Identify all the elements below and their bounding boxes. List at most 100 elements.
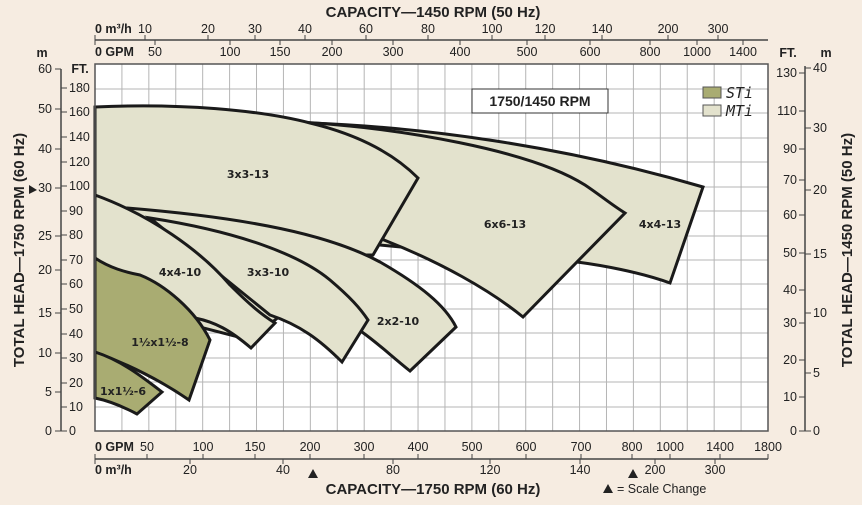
top-gpm-tick-label: 200 (322, 45, 343, 59)
legend-swatch-mti (702, 104, 722, 117)
left-ft-tick-label: 140 (69, 130, 90, 144)
bottom-gpm-tick-label: 600 (516, 440, 537, 454)
top-gpm-tick-label: 100 (220, 45, 241, 59)
right-ft-tick-label: 70 (783, 173, 797, 187)
legend-swatch-sti (702, 86, 722, 99)
left-m-tick-label: 30 (38, 181, 52, 195)
left-ft-tick-label: 80 (69, 228, 83, 242)
right-ft-tick-label: 0 (790, 424, 797, 438)
plot-frame (94, 63, 769, 432)
left-ft-tick-label: 60 (69, 277, 83, 291)
left-ft-tick-label: 160 (69, 105, 90, 119)
right-ft-tick-label: 130 (776, 66, 797, 80)
right-ft-tick-label: 10 (783, 390, 797, 404)
bottom-m3h-tick-label: 80 (386, 463, 400, 477)
legend: STi MTi (702, 84, 753, 120)
right-ft-tick-label: 40 (783, 283, 797, 297)
right-m-tick-label: 0 (813, 424, 820, 438)
bottom-gpm-tick-label: 300 (354, 440, 375, 454)
left-m-tick-label: 5 (45, 385, 52, 399)
top-m3h-tick-label: 300 (708, 22, 729, 36)
bottom-gpm-tick-label: 400 (408, 440, 429, 454)
bottom-m3h-tick-label: 300 (705, 463, 726, 477)
triangle-icon (603, 484, 613, 493)
top-gpm-tick-label: 300 (383, 45, 404, 59)
right-ft-tick-label: 30 (783, 316, 797, 330)
bottom-m3h-tick-label: 20 (183, 463, 197, 477)
top-gpm-tick-label: 1400 (729, 45, 757, 59)
bottom-gpm-tick-label: 500 (462, 440, 483, 454)
region-label: 1½x1½-8 (131, 336, 188, 349)
top-m3h-tick-label: 40 (298, 22, 312, 36)
bottom-gpm-tick-label: 800 (622, 440, 643, 454)
legend-label-mti: MTi (725, 102, 753, 120)
right-ft-tick-label: 50 (783, 246, 797, 260)
bottom-gpm-tick-label: 50 (140, 440, 154, 454)
top-m3h-tick-label: 80 (421, 22, 435, 36)
region-label: 4x4-10 (159, 266, 202, 279)
right-ft-tick-label: 20 (783, 353, 797, 367)
bottom-gpm-tick-label: 1000 (656, 440, 684, 454)
left-m-unit: m (36, 46, 47, 60)
left-axis-title: TOTAL HEAD—1750 RPM (60 Hz) (11, 133, 28, 367)
right-m-tick-label: 10 (813, 306, 827, 320)
region-label: 3x3-13 (227, 168, 269, 181)
left-ft-tick-label: 30 (69, 351, 83, 365)
left-ft-tick-label: 180 (69, 81, 90, 95)
bottom-gpm-tick-label: 150 (245, 440, 266, 454)
scale-change-triangle-icon (29, 185, 37, 194)
top-gpm-tick-label: 150 (270, 45, 291, 59)
top-gpm-tick-label: 0 GPM (95, 45, 134, 59)
left-ft-tick-label: 50 (69, 302, 83, 316)
bottom-gpm-tick-label: 1800 (754, 440, 782, 454)
top-m3h-tick-label: 0 m³/h (95, 22, 132, 36)
top-m3h-tick-label: 60 (359, 22, 373, 36)
left-ft-tick-label: 100 (69, 179, 90, 193)
left-m-tick-label: 10 (38, 346, 52, 360)
left-m-tick-label: 40 (38, 142, 52, 156)
left-ft-tick-label: 90 (69, 204, 83, 218)
left-m-tick-label: 50 (38, 102, 52, 116)
bottom-m3h-tick-label: 120 (480, 463, 501, 477)
scale-change-note: = Scale Change (603, 482, 706, 496)
region-1x1--6 (93, 349, 165, 416)
top-m3h-tick-label: 140 (592, 22, 613, 36)
left-ft-tick-label: 10 (69, 400, 83, 414)
bottom-axis-title: CAPACITY—1750 RPM (60 Hz) (326, 481, 541, 498)
speed-box: 1750/1450 RPM (471, 88, 609, 114)
left-m-tick-label: 0 (45, 424, 52, 438)
top-gpm-tick-label: 1000 (683, 45, 711, 59)
region-label: 1x1½-6 (100, 385, 146, 398)
left-ft-tick-label: 70 (69, 253, 83, 267)
right-m-tick-label: 40 (813, 61, 827, 75)
bottom-m3h-tick-label: 0 m³/h (95, 463, 132, 477)
top-m3h-tick-label: 120 (535, 22, 556, 36)
region-1-x1--8 (93, 255, 212, 403)
top-gpm-tick-label: 800 (640, 45, 661, 59)
top-gpm-tick-label: 50 (148, 45, 162, 59)
right-m-unit: m (820, 46, 831, 60)
bottom-gpm-tick-label: 200 (300, 440, 321, 454)
right-m-tick-label: 5 (813, 366, 820, 380)
bottom-gpm-tick-label: 0 GPM (95, 440, 134, 454)
scale-change-triangle-icon (308, 469, 318, 478)
top-m3h-tick-label: 20 (201, 22, 215, 36)
left-ft-tick-label: 20 (69, 376, 83, 390)
speed-box-label: 1750/1450 RPM (489, 93, 590, 109)
scale-change-triangle-icon (628, 469, 638, 478)
right-m-tick-label: 15 (813, 247, 827, 261)
bottom-gpm-tick-label: 1400 (706, 440, 734, 454)
top-axis-title: CAPACITY—1450 RPM (50 Hz) (326, 4, 541, 21)
bottom-gpm-tick-label: 700 (571, 440, 592, 454)
left-ft-tick-label: 0 (69, 424, 76, 438)
region-label: 6x6-13 (484, 218, 526, 231)
region-label: 3x3-10 (247, 266, 290, 279)
top-gpm-tick-label: 400 (450, 45, 471, 59)
right-axis-title: TOTAL HEAD—1450 RPM (50 Hz) (839, 133, 856, 367)
scale-change-label: = Scale Change (617, 482, 706, 496)
top-m3h-tick-label: 100 (482, 22, 503, 36)
right-ft-tick-label: 110 (777, 104, 797, 118)
right-ft-unit: FT. (779, 46, 796, 60)
left-m-tick-label: 60 (38, 62, 52, 76)
